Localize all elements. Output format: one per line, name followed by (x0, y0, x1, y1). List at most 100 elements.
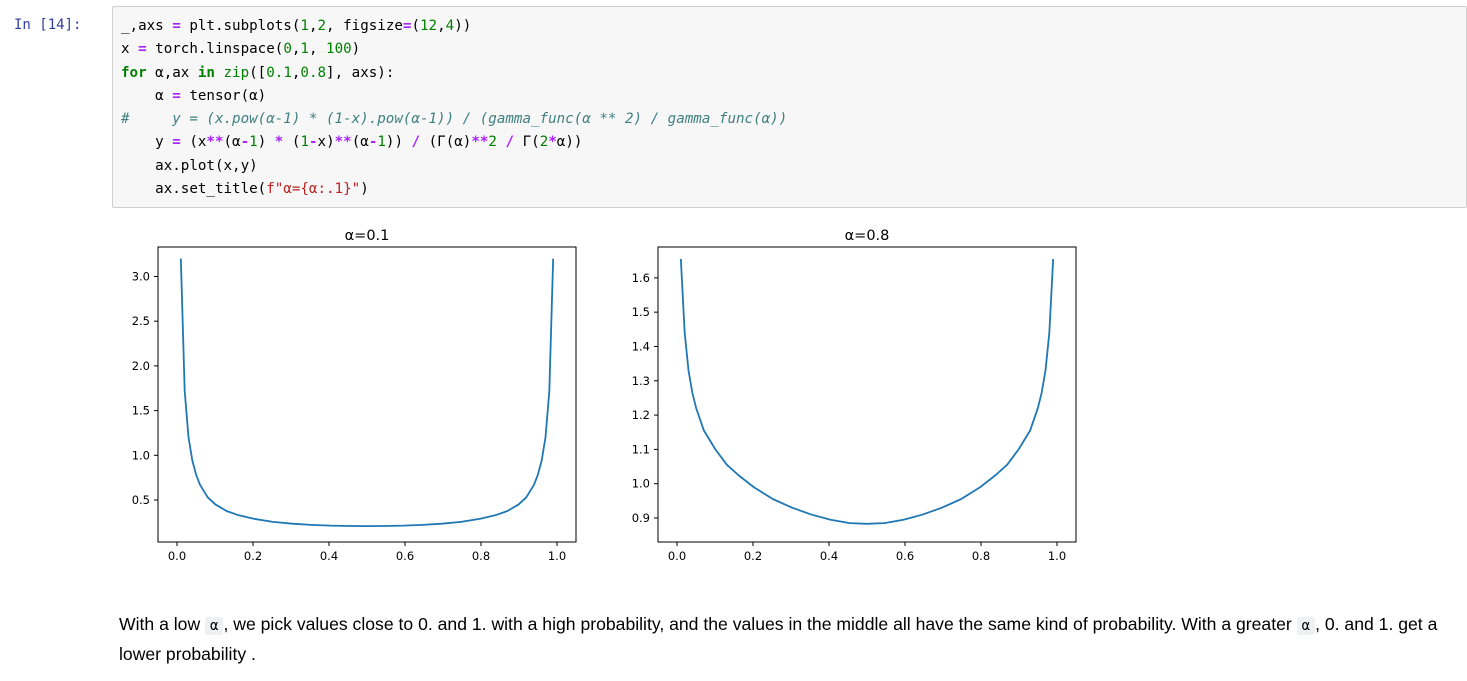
code-line: # y = (x.pow(α-1) * (1-x).pow(α-1)) / (g… (121, 108, 787, 131)
x-tick-label: 0.6 (896, 549, 914, 563)
subplot-title: α=0.8 (845, 228, 890, 244)
code-token: , (308, 18, 318, 34)
y-tick-label: 3.0 (132, 270, 150, 284)
subplots-figure: α=0.1 0.0 0.2 0.4 0.6 0.8 1.0 0.5 1.0 1.5 2.0 2.5 3.… (132, 228, 1077, 563)
x-tick-label: 0.8 (972, 549, 990, 563)
code-token: / (505, 134, 515, 151)
code-line: ax.plot(x,y) (121, 155, 787, 178)
code-line: for α,ax in zip([0.1,0.8], axs): (121, 62, 787, 85)
axes-frame (657, 246, 1077, 543)
code-token: = (138, 41, 147, 58)
code-token (215, 65, 224, 81)
y-tick-label: 1.3 (632, 374, 650, 388)
x-tick-label: 0.4 (820, 549, 838, 563)
code-token: zip (223, 64, 250, 81)
y-tick-label: 1.1 (632, 442, 650, 456)
code-token: for (121, 64, 147, 81)
code-token: torch.linspace( (146, 41, 284, 58)
markdown-text-3: , 0. and 1. get a lower probability . (119, 614, 1438, 664)
code-token: ax.plot(x,y) (121, 157, 258, 174)
y-tick-label: 1.2 (632, 408, 650, 422)
code-token: 12 (420, 18, 438, 34)
code-token: * (274, 134, 284, 151)
code-token: = (172, 87, 181, 104)
code-token: = (172, 18, 181, 34)
code-token: α,ax (146, 64, 198, 81)
code-line: ax.set_title(f"α={α:.1}") (121, 178, 787, 201)
code-token: 2 (539, 134, 549, 151)
y-tick-label: 1.5 (632, 305, 650, 319)
code-line: y = (x**(α-1) * (1-x)**(α-1)) / (Γ(α)**2… (121, 131, 787, 154)
code-token: / (411, 134, 421, 151)
code-editor[interactable]: _,axs = plt.subplots(1,2, figsize=(12,4)… (121, 15, 787, 201)
y-tick-label: 1.6 (632, 271, 650, 285)
code-token: Γ( (514, 134, 540, 151)
markdown-text-1: With a low (119, 614, 206, 634)
code-token: plt.subplots( (180, 18, 301, 34)
code-token: (x (180, 134, 207, 151)
code-token: x) (317, 134, 335, 151)
input-prompt: In [14]: (14, 17, 82, 33)
code-line: x = torch.linspace(0,1, 100) (121, 38, 787, 61)
code-token: α (121, 87, 173, 104)
code-line: α = tensor(α) (121, 85, 787, 108)
x-tick-label: 0.0 (168, 549, 186, 563)
code-token: = (402, 18, 412, 34)
series-line (179, 258, 555, 527)
code-token: ( (411, 18, 420, 34)
plot-output: α=0.1 0.0 0.2 0.4 0.6 0.8 1.0 0.5 1.0 1.5 2.0 2.5 3.… (113, 220, 1103, 580)
code-token: , figsize (326, 18, 403, 34)
y-tick-label: 2.5 (132, 314, 150, 328)
code-token: 1 (249, 134, 258, 151)
code-token: 1 (300, 41, 309, 58)
axes-frame (157, 246, 577, 543)
code-token: 2 (317, 18, 327, 34)
markdown-cell: With a low α, we pick values close to 0.… (119, 610, 1464, 668)
code-token: (Γ(α) (420, 134, 472, 151)
code-token: 100 (326, 41, 352, 58)
code-token: ** (471, 134, 489, 151)
y-tick-label: 1.0 (132, 448, 150, 462)
code-token: 2 (488, 134, 497, 151)
code-token: - (240, 134, 250, 151)
code-token: , (308, 41, 327, 58)
code-token: , (291, 64, 301, 81)
subplot-2: α=0.8 0.0 0.2 0.4 0.6 0.8 1.0 0.9 1.0 1.1 1.2 1.3 1.… (632, 228, 1077, 563)
code-token: )) (385, 134, 412, 151)
code-token: ) (360, 181, 369, 198)
code-token: ], axs): (326, 64, 395, 81)
x-tick-label: 0.4 (320, 549, 338, 563)
code-token: 4 (445, 18, 455, 34)
x-tick-label: 0.0 (668, 549, 686, 563)
series-line (679, 258, 1055, 525)
y-tick-label: 1.0 (632, 477, 650, 491)
code-token: in (197, 64, 215, 81)
code-token: = (172, 134, 181, 151)
code-token: ** (206, 134, 224, 151)
code-token: α)) (556, 134, 583, 151)
code-token: , (437, 18, 446, 34)
code-token: ** (334, 134, 352, 151)
code-token: f"α={α:.1}" (266, 181, 361, 198)
code-token: ax.set_title( (121, 181, 267, 198)
inline-code-alpha-2: α (1296, 617, 1316, 635)
y-tick-label: 2.0 (132, 359, 150, 373)
x-tick-label: 1.0 (548, 549, 566, 563)
code-token: ( (283, 134, 301, 151)
code-token: 1 (377, 134, 386, 151)
code-token: (α (223, 134, 241, 151)
code-token: , (291, 41, 301, 58)
x-tick-label: 1.0 (1048, 549, 1066, 563)
code-token: (α (351, 134, 369, 151)
subplot-title: α=0.1 (345, 228, 390, 244)
y-tick-label: 1.5 (132, 404, 150, 418)
code-token: 0 (283, 41, 292, 58)
y-tick-label: 1.4 (632, 339, 650, 353)
code-token: - (368, 134, 378, 151)
x-tick-label: 0.2 (744, 549, 762, 563)
code-token: 1 (300, 134, 309, 151)
code-cell-input[interactable]: _,axs = plt.subplots(1,2, figsize=(12,4)… (112, 6, 1467, 208)
subplot-1: α=0.1 0.0 0.2 0.4 0.6 0.8 1.0 0.5 1.0 1.5 2.0 2.5 3.… (132, 228, 577, 563)
y-tick-label: 0.5 (132, 493, 150, 507)
x-tick-label: 0.2 (244, 549, 262, 563)
